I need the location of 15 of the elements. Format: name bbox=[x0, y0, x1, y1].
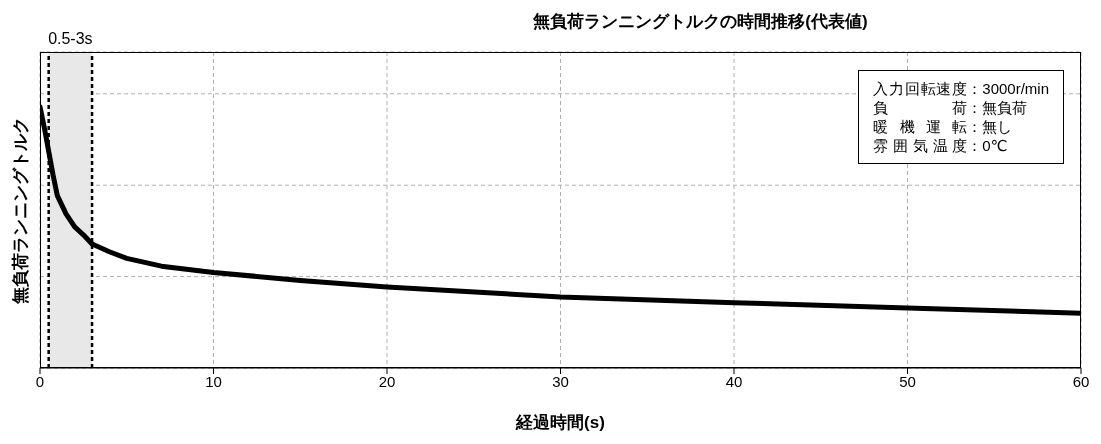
chart-title: 無負荷ランニングトルクの時間推移(代表値) bbox=[532, 11, 869, 33]
annotation: 雰囲気温度：0℃ bbox=[873, 136, 1008, 155]
x-axis-title: 経過時間(s) bbox=[515, 413, 605, 432]
x-tick-label: 50 bbox=[899, 372, 916, 390]
x-tick-label: 20 bbox=[378, 372, 396, 390]
x-tick-label: 40 bbox=[725, 372, 743, 390]
x-tick-label: 60 bbox=[1072, 372, 1090, 390]
x-tick-label: 30 bbox=[552, 372, 569, 390]
x-tick-label: 10 bbox=[205, 372, 222, 390]
text: 入力回転速度：3000r/min bbox=[873, 79, 1049, 98]
x-tick-label: 0 bbox=[35, 372, 45, 390]
text: 負荷：無負荷 bbox=[873, 99, 1028, 116]
y-axis-title: 無負荷ランニングトルク bbox=[9, 116, 31, 304]
annotation: 暖機運転：無し bbox=[873, 117, 1013, 136]
band-label: 0.5-3s bbox=[48, 30, 93, 47]
